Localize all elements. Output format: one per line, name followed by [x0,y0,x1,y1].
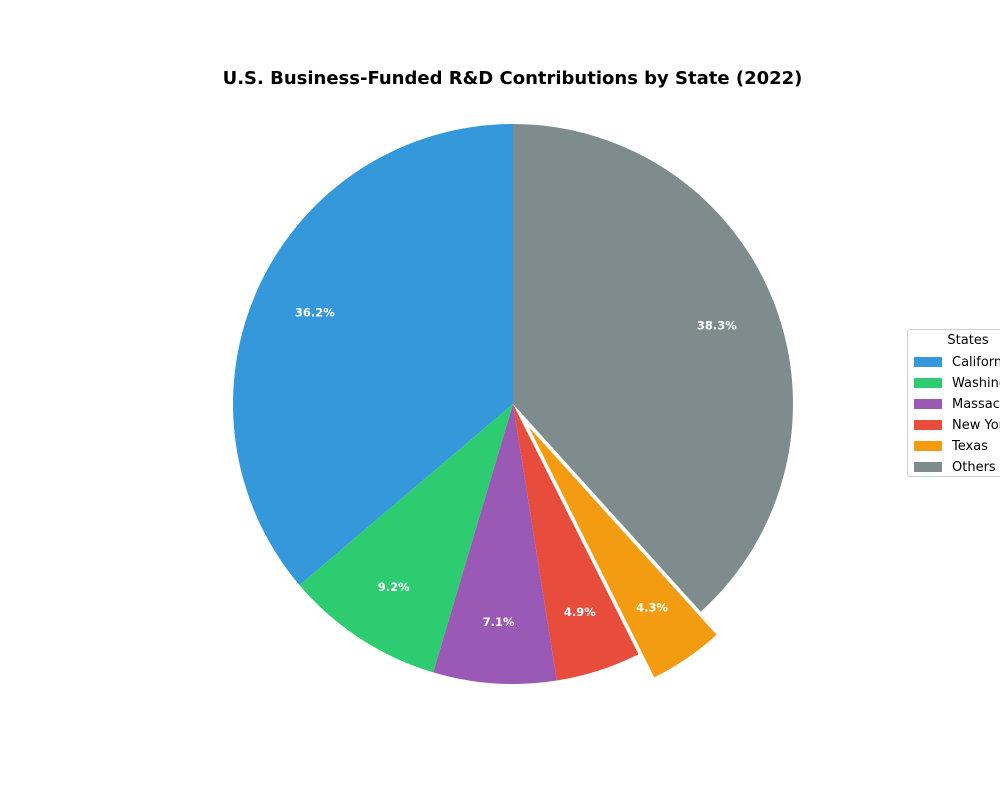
legend-title: States [947,333,989,348]
legend-label: California [952,354,1000,370]
pie-label-texas: 4.3% [636,600,668,614]
pie-slice-washington [299,404,513,673]
pie-slices [232,124,793,685]
pie-percentage-labels: 36.2% 9.2% 7.1% 4.9% 4.3% 38.3% [295,305,737,629]
legend-label: New York [952,417,1000,433]
legend-swatch-california [914,357,942,367]
legend-swatch-texas [914,441,942,451]
legend-label: Others [952,459,996,475]
legend-item-california: California [914,353,1000,371]
legend-item-new-york: New York [914,416,1000,434]
chart-title: U.S. Business-Funded R&D Contributions b… [222,68,803,89]
legend-item-texas: Texas [914,437,988,455]
legend-swatch-washington [914,378,942,388]
legend-swatch-others [914,462,942,472]
pie-label-massachusetts: 7.1% [483,615,515,629]
legend: States California Washington Massachuset… [907,329,1000,477]
pie-slice-new-york [513,404,639,681]
pie-label-new-york: 4.9% [564,605,596,619]
legend-swatch-massachusetts [914,399,942,409]
pie-label-california: 36.2% [295,305,335,319]
pie-slice-others [513,124,793,612]
pie-slice-massachusetts [433,404,557,685]
legend-label: Massachusetts [952,396,1000,412]
pie-label-washington: 9.2% [378,580,410,594]
legend-item-washington: Washington [914,374,1000,392]
legend-swatch-new-york [914,420,942,430]
pie-slice-california [232,124,513,586]
pie-label-others: 38.3% [697,319,737,333]
pie-slice-texas [528,427,717,678]
legend-label: Texas [952,438,988,454]
legend-item-others: Others [914,458,996,476]
legend-label: Washington [952,375,1000,391]
legend-item-massachusetts: Massachusetts [914,395,1000,413]
